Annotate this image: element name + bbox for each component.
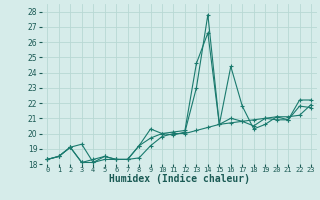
X-axis label: Humidex (Indice chaleur): Humidex (Indice chaleur) [109, 174, 250, 184]
